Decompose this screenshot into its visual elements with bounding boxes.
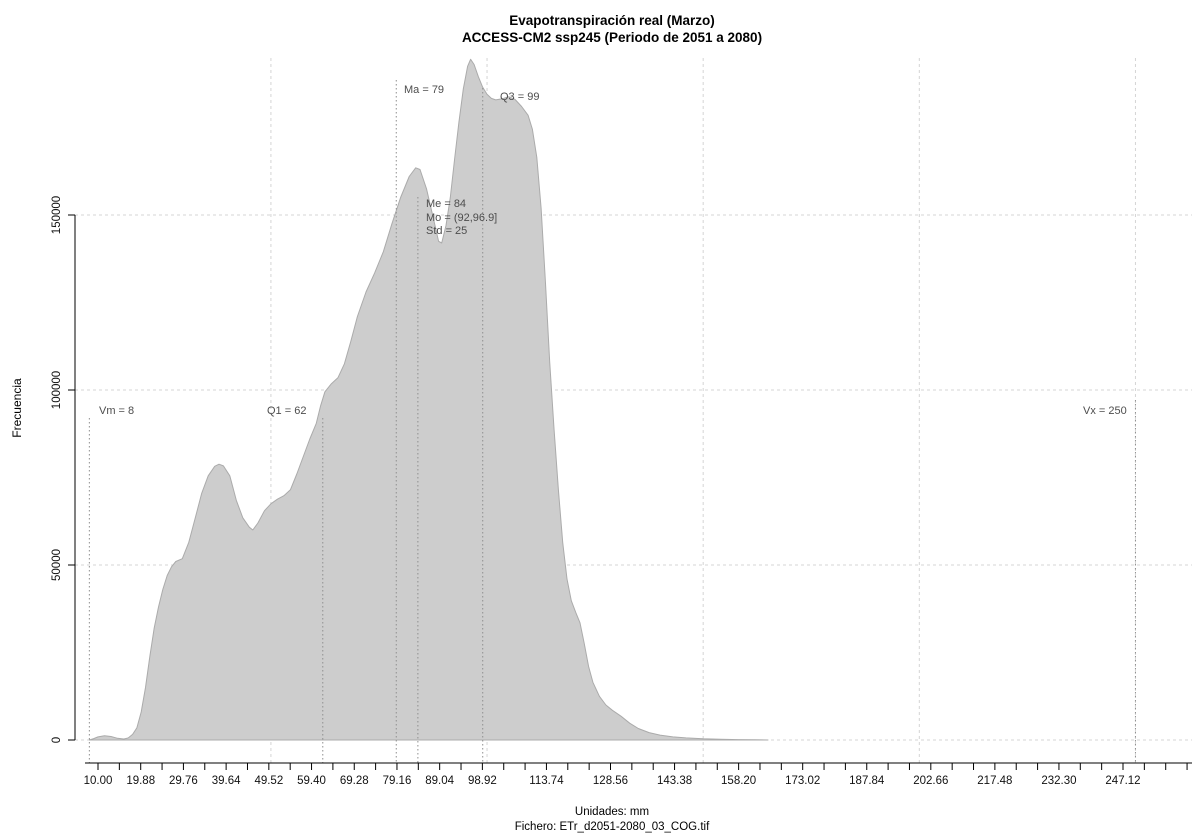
x-tick-label: 173.02 xyxy=(785,775,821,787)
x-tick-label: 79.16 xyxy=(382,775,412,787)
x-tick-label: 89.04 xyxy=(425,775,455,787)
x-tick-label: 98.92 xyxy=(467,775,497,787)
x-tick-label: 232.30 xyxy=(1041,775,1077,787)
annotation-text-vm: Vm = 8 xyxy=(99,405,135,417)
x-tick-label: 158.20 xyxy=(721,775,757,787)
annotation-text-me: Me = 84 Mo = (92,96.9] Std = 25 xyxy=(426,198,498,237)
chart-title-line1: Evapotranspiración real (Marzo) xyxy=(509,13,715,28)
x-tick-label: 19.88 xyxy=(126,775,156,787)
x-tick-label: 247.12 xyxy=(1105,775,1141,787)
x-tick-label: 10.00 xyxy=(83,775,113,787)
x-tick-label: 217.48 xyxy=(977,775,1013,787)
x-tick-label: 29.76 xyxy=(169,775,198,787)
x-tick-label: 49.52 xyxy=(254,775,284,787)
density-area xyxy=(88,58,769,741)
x-tick-label: 59.40 xyxy=(297,775,326,787)
annotation-text-q1: Q1 = 62 xyxy=(267,405,307,417)
x-tick-label: 187.84 xyxy=(849,775,885,787)
chart-title-line2: ACCESS-CM2 ssp245 (Periodo de 2051 a 208… xyxy=(461,30,763,45)
x-tick-label: 69.28 xyxy=(339,775,369,787)
annotation-text-q3: Q3 = 99 xyxy=(500,91,540,103)
x-tick-label: 39.64 xyxy=(211,775,241,787)
x-tick-label: 113.74 xyxy=(529,775,564,787)
x-tick-label: 202.66 xyxy=(913,775,949,787)
x-axis-units-label: Unidades: mm xyxy=(574,806,650,818)
annotation-text-vx: Vx = 250 xyxy=(1083,405,1127,417)
annotation-text-ma: Ma = 79 xyxy=(404,84,445,96)
source-file-label: Fichero: ETr_d2051-2080_03_COG.tif xyxy=(514,821,710,833)
x-tick-label: 143.38 xyxy=(656,775,693,787)
x-tick-label: 128.56 xyxy=(592,775,629,787)
